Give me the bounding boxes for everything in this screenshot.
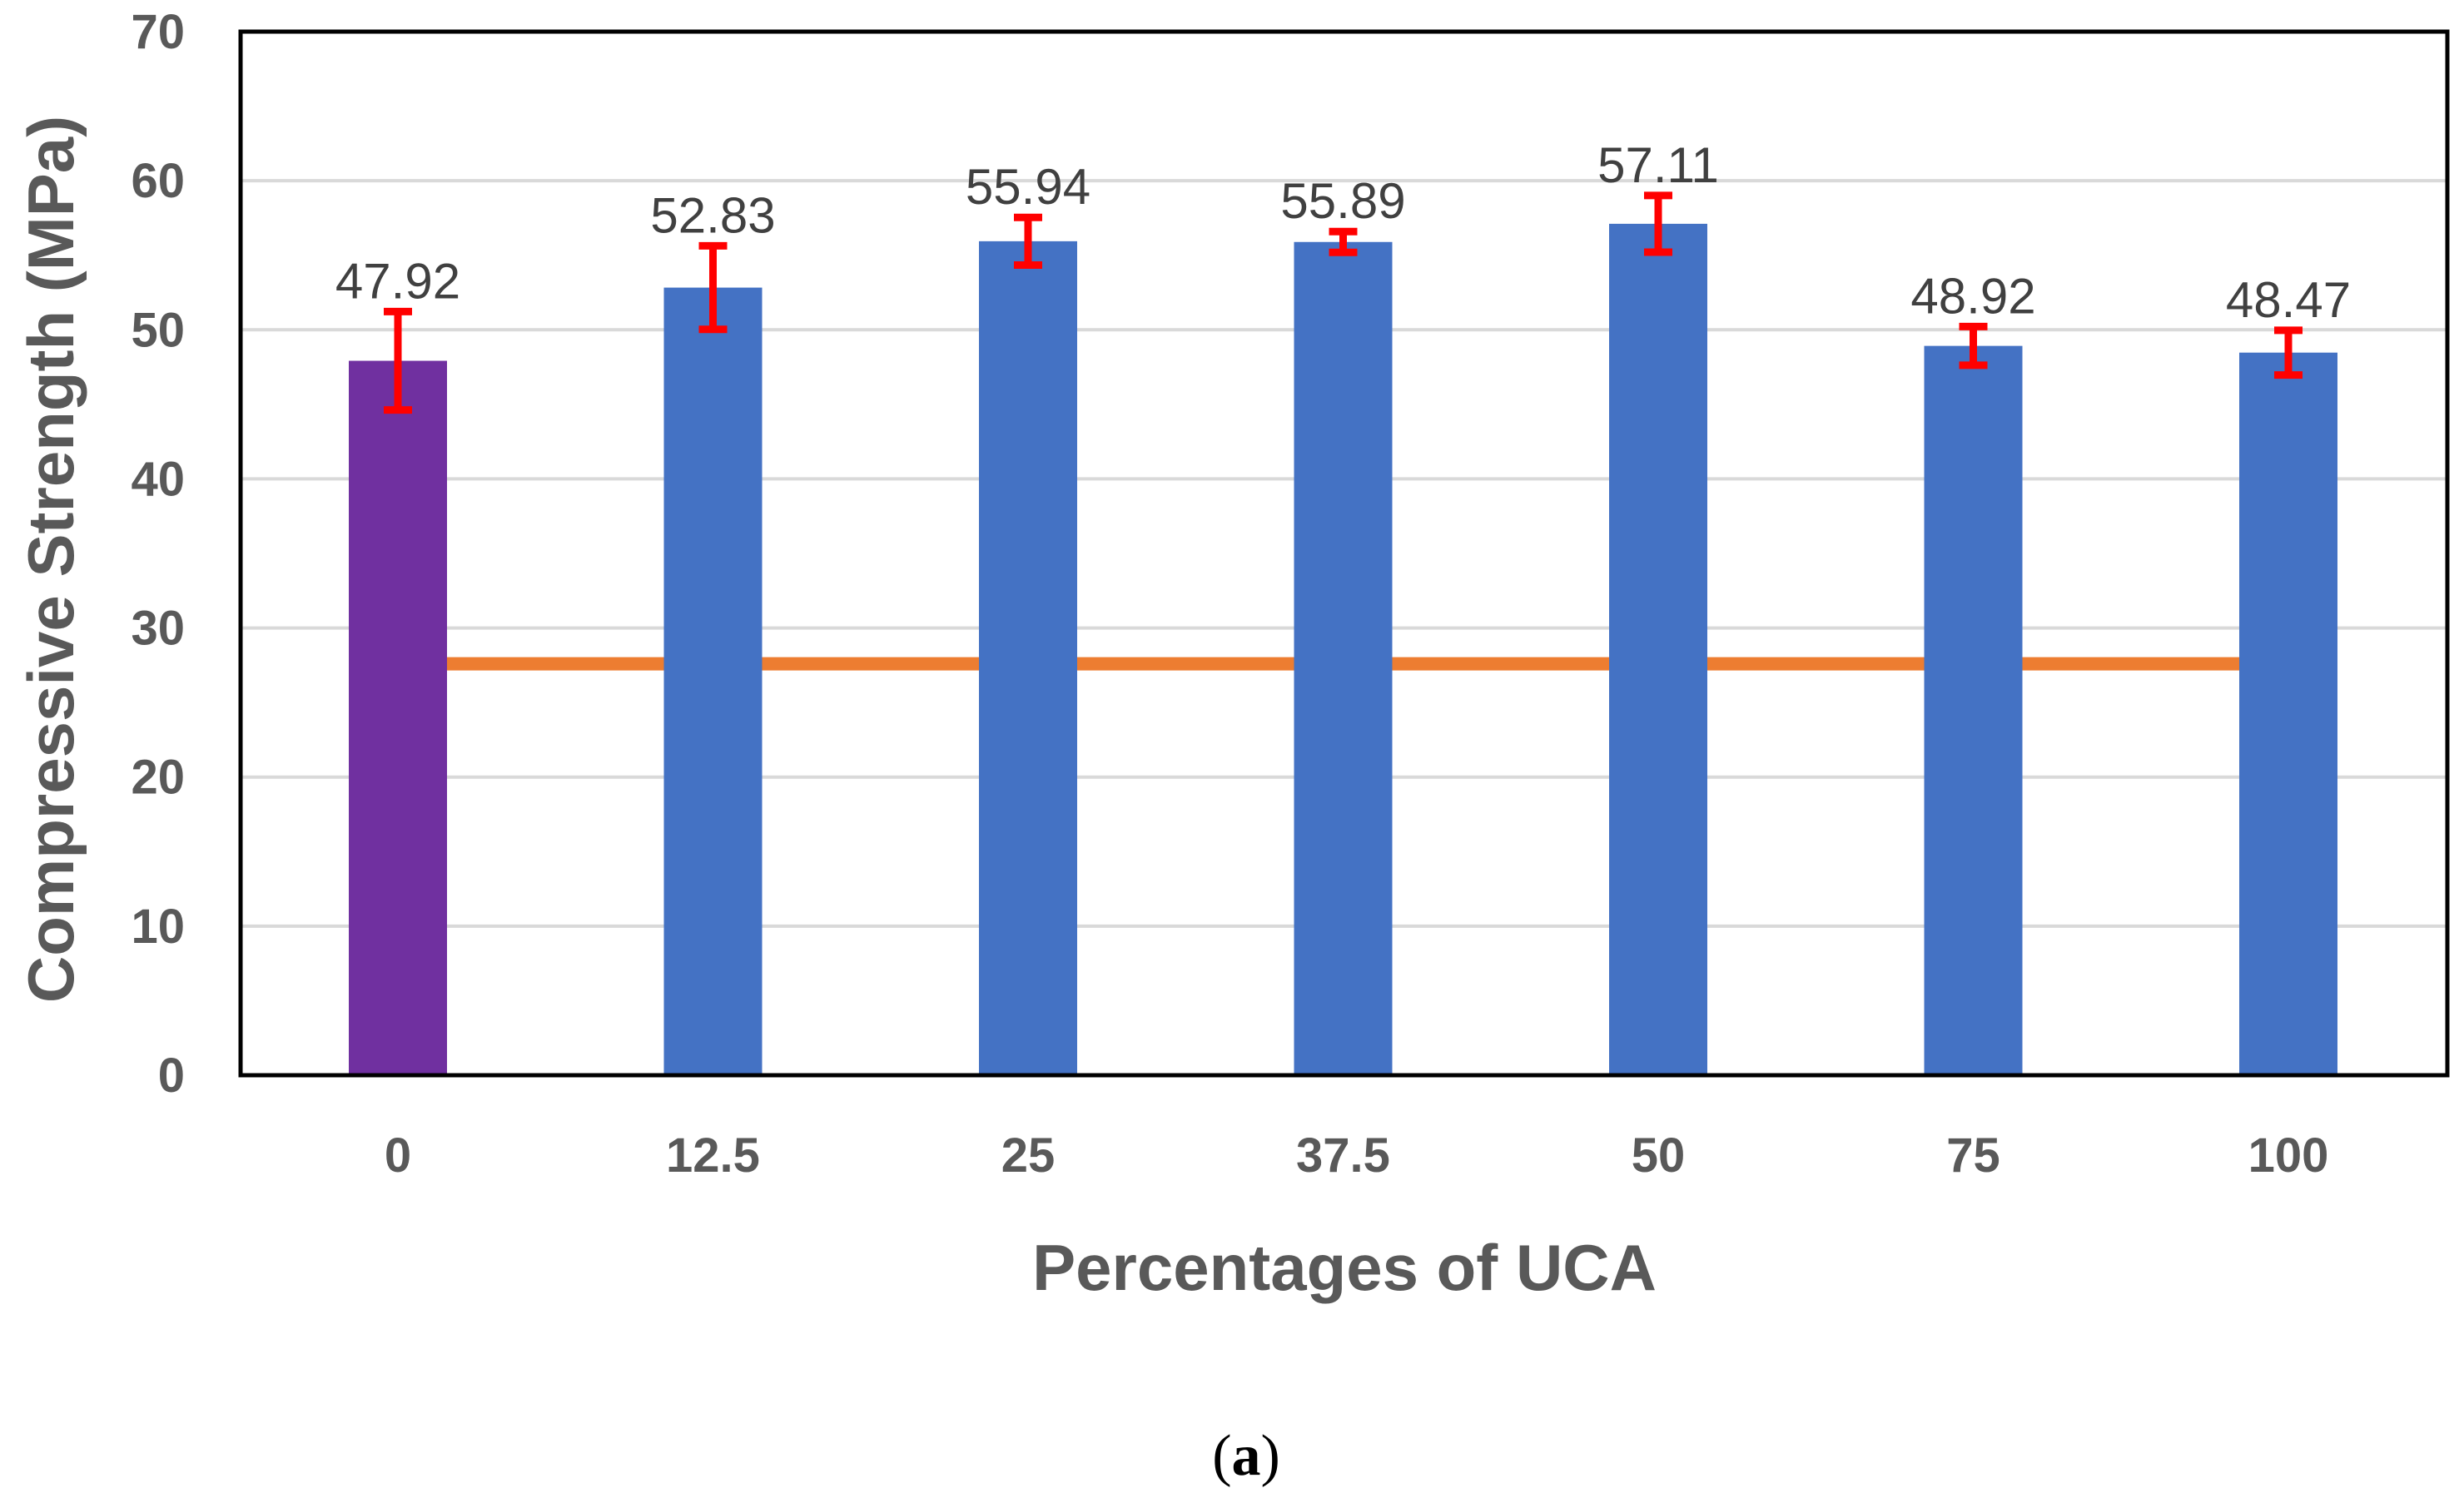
y-tick-label-70: 70 bbox=[131, 5, 185, 59]
bar-0 bbox=[349, 360, 447, 1075]
data-label-12.5: 52.83 bbox=[650, 187, 775, 243]
y-axis-title: Compressive Strength (MPa) bbox=[14, 116, 87, 1003]
error-bar-12.5 bbox=[698, 241, 728, 334]
bar-37.5 bbox=[1294, 241, 1393, 1075]
error-bar-0 bbox=[384, 307, 412, 414]
y-tick-label-0: 0 bbox=[158, 1049, 185, 1103]
data-label-75: 48.92 bbox=[1910, 268, 2035, 324]
data-label-50: 57.11 bbox=[1597, 137, 1719, 193]
caption-close-paren: ) bbox=[1261, 1424, 1280, 1488]
figure-caption: (a) bbox=[1212, 1424, 1280, 1488]
bar-50 bbox=[1609, 223, 1707, 1075]
error-bar-37.5 bbox=[1329, 227, 1358, 256]
x-axis-ticks: 0 12.5 25 37.5 50 75 100 bbox=[385, 1128, 2329, 1183]
data-label-0: 47.92 bbox=[335, 253, 460, 309]
data-label-100: 48.47 bbox=[2226, 272, 2351, 328]
x-tick-label-100: 100 bbox=[2248, 1128, 2329, 1183]
caption-letter: a bbox=[1232, 1424, 1261, 1488]
plot-frame bbox=[238, 29, 2450, 1078]
x-tick-label-75: 75 bbox=[1946, 1128, 2000, 1183]
data-label-25: 55.94 bbox=[966, 159, 1090, 215]
caption-open-paren: ( bbox=[1212, 1424, 1231, 1488]
y-tick-label-40: 40 bbox=[131, 452, 185, 506]
bar-100 bbox=[2239, 352, 2337, 1075]
error-bar-25 bbox=[1014, 213, 1042, 270]
x-tick-label-25: 25 bbox=[1001, 1128, 1056, 1183]
data-labels: 47.92 52.83 55.94 55.89 57.11 48.92 48.47 bbox=[335, 137, 2351, 328]
bars bbox=[349, 223, 2337, 1076]
error-bar-75 bbox=[1959, 322, 1988, 370]
error-bar-100 bbox=[2274, 326, 2303, 379]
y-tick-label-10: 10 bbox=[131, 900, 185, 954]
error-bar-50 bbox=[1644, 191, 1672, 256]
bar-12.5 bbox=[663, 287, 763, 1076]
y-tick-label-30: 30 bbox=[131, 602, 185, 656]
y-tick-label-20: 20 bbox=[131, 751, 185, 805]
x-tick-label-0: 0 bbox=[385, 1128, 411, 1183]
data-label-37.5: 55.89 bbox=[1280, 173, 1405, 229]
x-tick-label-50: 50 bbox=[1632, 1128, 1686, 1183]
y-axis-ticks: 0 10 20 30 40 50 60 70 bbox=[131, 5, 185, 1103]
y-tick-label-60: 60 bbox=[131, 154, 185, 208]
bar-25 bbox=[979, 241, 1077, 1075]
error-bars bbox=[384, 191, 2303, 414]
x-tick-label-37.5: 37.5 bbox=[1296, 1128, 1390, 1183]
y-tick-label-50: 50 bbox=[131, 303, 185, 357]
plot-border bbox=[238, 29, 2450, 1078]
x-tick-label-12.5: 12.5 bbox=[666, 1128, 760, 1183]
bar-75 bbox=[1924, 345, 2023, 1075]
x-axis-title: Percentages of UCA bbox=[1032, 1231, 1657, 1304]
